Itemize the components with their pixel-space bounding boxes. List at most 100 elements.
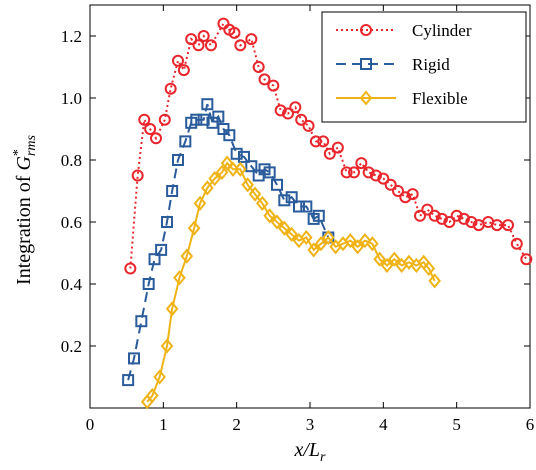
marker <box>252 61 265 73</box>
series-line <box>127 103 330 381</box>
x-label-main: x/L <box>293 439 320 461</box>
y-label-symbol: G <box>13 156 35 171</box>
marker <box>172 54 184 67</box>
marker <box>384 178 397 191</box>
marker <box>307 242 320 258</box>
marker <box>256 195 269 211</box>
marker <box>312 209 325 222</box>
x-label-sub: r <box>320 450 326 465</box>
marker <box>190 113 203 126</box>
marker <box>128 352 140 365</box>
marker <box>428 273 441 289</box>
marker <box>399 191 412 204</box>
marker <box>282 107 294 120</box>
y-tick-label: 0.4 <box>61 275 83 294</box>
marker <box>212 110 225 123</box>
marker <box>428 209 441 222</box>
marker <box>144 123 157 135</box>
marker <box>348 166 360 179</box>
y-label-text: Integration of <box>13 171 35 285</box>
marker <box>285 226 298 242</box>
marker <box>293 200 305 213</box>
marker <box>414 209 426 222</box>
marker <box>131 169 144 182</box>
marker <box>245 33 258 46</box>
marker <box>366 236 379 252</box>
y-tick-label: 0.8 <box>61 151 82 170</box>
marker <box>267 79 280 92</box>
marker <box>263 166 276 179</box>
marker <box>241 177 254 193</box>
x-tick-label: 1 <box>159 415 168 434</box>
marker <box>295 113 308 126</box>
marker <box>179 135 192 148</box>
marker <box>359 90 373 106</box>
marker <box>150 132 162 145</box>
y-tick-label: 1.0 <box>61 89 82 108</box>
marker <box>205 39 217 52</box>
marker <box>331 141 344 154</box>
marker <box>309 135 322 148</box>
marker <box>323 147 336 160</box>
marker <box>271 178 283 191</box>
marker <box>258 73 271 86</box>
marker <box>193 195 207 211</box>
marker <box>278 194 291 207</box>
marker <box>285 191 298 204</box>
marker <box>302 119 315 132</box>
x-tick-label: 0 <box>86 415 95 434</box>
marker <box>122 374 135 387</box>
y-label-sup: * <box>11 149 26 156</box>
marker <box>465 216 478 228</box>
marker <box>228 26 241 39</box>
marker <box>263 208 276 224</box>
marker <box>380 257 394 273</box>
marker <box>340 166 353 179</box>
y-label-sub: rms <box>24 135 39 157</box>
marker <box>510 237 523 250</box>
plot-frame <box>89 4 531 409</box>
marker <box>142 278 155 290</box>
marker <box>166 185 179 197</box>
marker <box>322 229 335 246</box>
marker <box>421 203 434 216</box>
marker <box>160 338 174 354</box>
marker <box>406 188 419 201</box>
x-tick-label: 6 <box>526 415 535 434</box>
x-axis-label: x/Lr <box>293 439 326 465</box>
marker <box>172 154 184 166</box>
marker <box>208 171 221 187</box>
marker <box>370 169 382 182</box>
marker <box>362 166 375 179</box>
marker <box>217 17 230 30</box>
marker <box>358 233 372 249</box>
marker <box>223 129 236 142</box>
x-tick-label: 2 <box>232 415 241 434</box>
marker <box>238 150 250 163</box>
marker <box>450 209 463 222</box>
marker <box>388 251 401 267</box>
marker <box>164 82 177 95</box>
marker <box>360 58 372 70</box>
marker <box>148 253 161 266</box>
y-tick-label: 0.2 <box>61 337 82 356</box>
marker <box>173 270 186 286</box>
marker <box>180 248 194 264</box>
marker <box>201 180 214 196</box>
y-axis-label: Integration of G*rms <box>11 135 39 285</box>
marker <box>520 253 533 266</box>
marker <box>161 216 173 228</box>
marker <box>177 64 190 77</box>
marker <box>300 229 313 246</box>
marker <box>192 39 205 52</box>
marker <box>215 164 229 180</box>
marker <box>300 200 313 213</box>
marker <box>436 212 448 225</box>
series-line <box>129 21 528 269</box>
marker <box>289 101 302 114</box>
marker <box>443 216 456 228</box>
marker <box>248 186 262 202</box>
marker <box>377 172 390 185</box>
